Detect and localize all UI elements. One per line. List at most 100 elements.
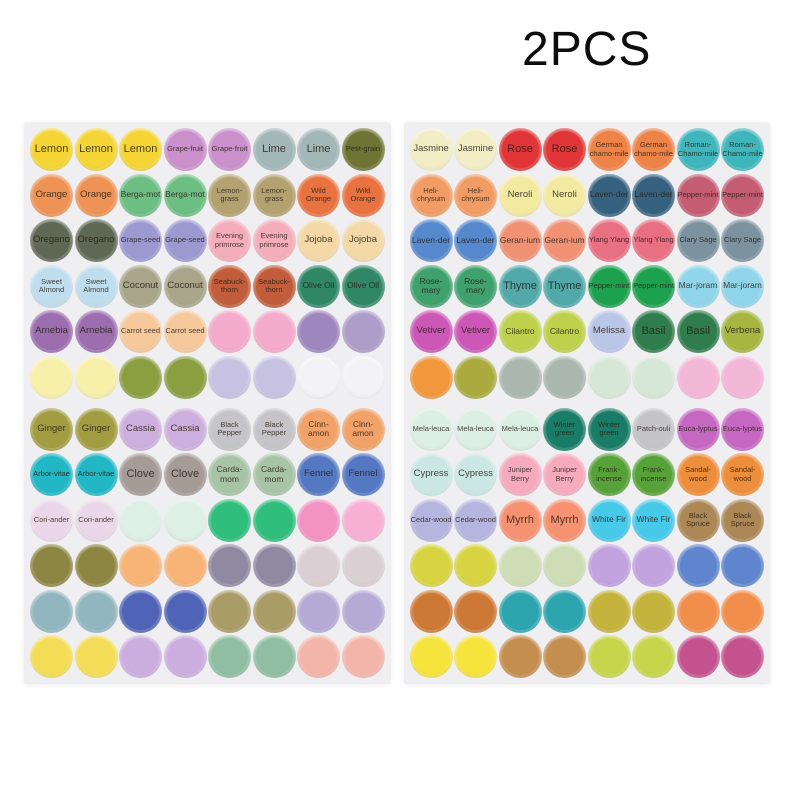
sticker-blank: [721, 544, 764, 587]
sticker-jojoba: Jojoba: [341, 219, 385, 262]
sticker-mar-joram: Mar-joram: [676, 264, 720, 308]
sticker-label: Laven-der: [456, 234, 495, 245]
sticker-euca-lyptus: Euca-lyptus: [676, 407, 720, 451]
sticker-row: Heli-chrysum Heli-chrysum Neroli Neroli Lave…: [409, 173, 764, 217]
sticker-label: Ginger: [81, 422, 111, 434]
sticker-label: Cilantro: [505, 325, 535, 336]
sticker-lemon-grass: Lemon-grass: [208, 173, 251, 217]
sticker-blank: [163, 544, 207, 587]
sticker-label: Carrot seed: [165, 326, 205, 336]
sticker-label: German chamo-mile: [634, 140, 673, 158]
sticker-label: Roman-Chamo-mile: [677, 140, 719, 158]
sticker-blank: [632, 355, 675, 399]
sticker-blank: [74, 355, 118, 399]
sticker-label: Wild Orange: [350, 185, 376, 203]
sticker-label: Pepper-mint: [677, 189, 719, 199]
sticker-orange: Orange: [30, 173, 73, 217]
sticker-juniper-berry: Juniper Berry: [543, 453, 586, 496]
sticker-blank: [163, 355, 207, 399]
sticker-blank: [297, 635, 340, 678]
sticker-label: Ylang Ylang: [588, 235, 630, 245]
sticker-label: Cedar-wood: [455, 514, 496, 524]
sticker-evening-primrose: Evening primrose: [208, 219, 251, 262]
sticker-lemon-grass: Lemon-grass: [252, 173, 296, 217]
sticker-geran-ium: Geran-ium: [498, 219, 542, 262]
sticker-oregano: Oregano: [74, 219, 118, 262]
sticker-black-spruce: Black Spruce: [676, 498, 720, 542]
sticker-blank: [341, 589, 385, 633]
sticker-label: Cori-ander: [33, 514, 70, 524]
sticker-blank: [341, 498, 385, 542]
sticker-lime: Lime: [252, 128, 296, 171]
sticker-roman-chamo-mile: Roman-Chamo-mile: [676, 128, 720, 171]
sticker-blank: [252, 355, 296, 399]
sticker-blank: [297, 355, 340, 399]
sticker-olive-oil: Olive Oil: [341, 264, 385, 308]
sticker-row: Lemon Lemon Lemon Grape-fruit Grape-fruit Lim…: [30, 128, 385, 171]
sticker-label: Ylang Ylang: [633, 235, 674, 245]
sticker-blank: [74, 635, 118, 678]
sticker-vetiver: Vetiver: [409, 310, 453, 353]
sticker-blank: [676, 355, 720, 399]
sticker-label: Wild Orange: [305, 185, 332, 203]
sticker-blank: [454, 589, 497, 633]
sticker-frank-incense: Frank-incense: [632, 453, 675, 496]
sticker-blank: [119, 498, 162, 542]
sticker-label: Orange: [80, 188, 112, 200]
sticker-blank: [543, 635, 586, 678]
sticker-label: Basil: [641, 325, 666, 338]
sticker-label: White Fir: [592, 514, 626, 525]
sticker-row: Cedar-wood Cedar-wood Myrrh Myrrh White Fir W…: [409, 498, 764, 542]
sticker-blank: [74, 544, 118, 587]
sticker-blank: [676, 635, 720, 678]
sticker-mar-joram: Mar-joram: [721, 264, 764, 308]
sticker-pepper-mint: Pepper-mint: [676, 173, 720, 217]
sticker-blank: [297, 589, 340, 633]
sticker-blank: [498, 635, 542, 678]
sticker-laven-der: Laven-der: [587, 173, 631, 217]
sticker-blank: [632, 544, 675, 587]
sticker-blank: [30, 589, 73, 633]
sticker-label: Cassia: [125, 422, 156, 434]
sticker-label: German chamo-mile: [589, 140, 629, 158]
quantity-label: 2PCS: [522, 23, 652, 76]
sticker-label: Juniper Berry: [507, 465, 533, 483]
sticker-blank: [587, 544, 631, 587]
sticker-vetiver: Vetiver: [454, 310, 497, 353]
sticker-rose: Rose: [498, 128, 542, 171]
sticker-label: Cori-ander: [78, 514, 114, 524]
sticker-blank: [587, 355, 631, 399]
sticker-thyme: Thyme: [498, 264, 542, 308]
sticker-row: Orange Orange Berga-mot Berga-mot Lemon-gras…: [30, 173, 385, 217]
sticker-label: Lemon-grass: [216, 185, 243, 203]
sticker-blank: [454, 635, 497, 678]
sticker-blank: [676, 544, 720, 587]
sticker-black-spruce: Black Spruce: [721, 498, 764, 542]
sticker-label: Carrot seed: [120, 326, 161, 336]
sticker-basil: Basil: [632, 310, 675, 353]
sticker-label: Rose: [507, 143, 533, 156]
sticker-blank: [163, 635, 207, 678]
sticker-cori-ander: Cori-ander: [74, 498, 118, 542]
sticker-blank: [498, 589, 542, 633]
sticker-label: Jojoba: [349, 234, 377, 246]
sticker-cypress: Cypress: [409, 453, 453, 496]
sticker-blank: [587, 589, 631, 633]
sticker-verbena: Verbena: [721, 310, 764, 353]
sticker-basil: Basil: [676, 310, 720, 353]
sticker-label: Lemon: [34, 143, 69, 156]
sticker-label: Seabuck-thorn: [258, 276, 290, 294]
sticker-cassia: Cassia: [163, 407, 207, 451]
sticker-label: Juniper Berry: [552, 465, 577, 483]
sticker-label: Arnebia: [35, 325, 68, 337]
sticker-clary-sage: Clary Sage: [721, 219, 764, 262]
sticker-blank: [252, 310, 296, 353]
sticker-row: [30, 635, 385, 678]
sticker-blank: [252, 544, 296, 587]
sticker-row: Laven-der Laven-der Geran-ium Geran-ium Ylan…: [409, 219, 764, 262]
sticker-label: Rose: [551, 143, 578, 156]
sticker-row: Sweet Almond Sweet Almond Coconut Coconut Se…: [30, 264, 385, 308]
sticker-label: Ginger: [37, 422, 66, 434]
sticker-blank: [587, 635, 631, 678]
sticker-blank: [632, 635, 675, 678]
